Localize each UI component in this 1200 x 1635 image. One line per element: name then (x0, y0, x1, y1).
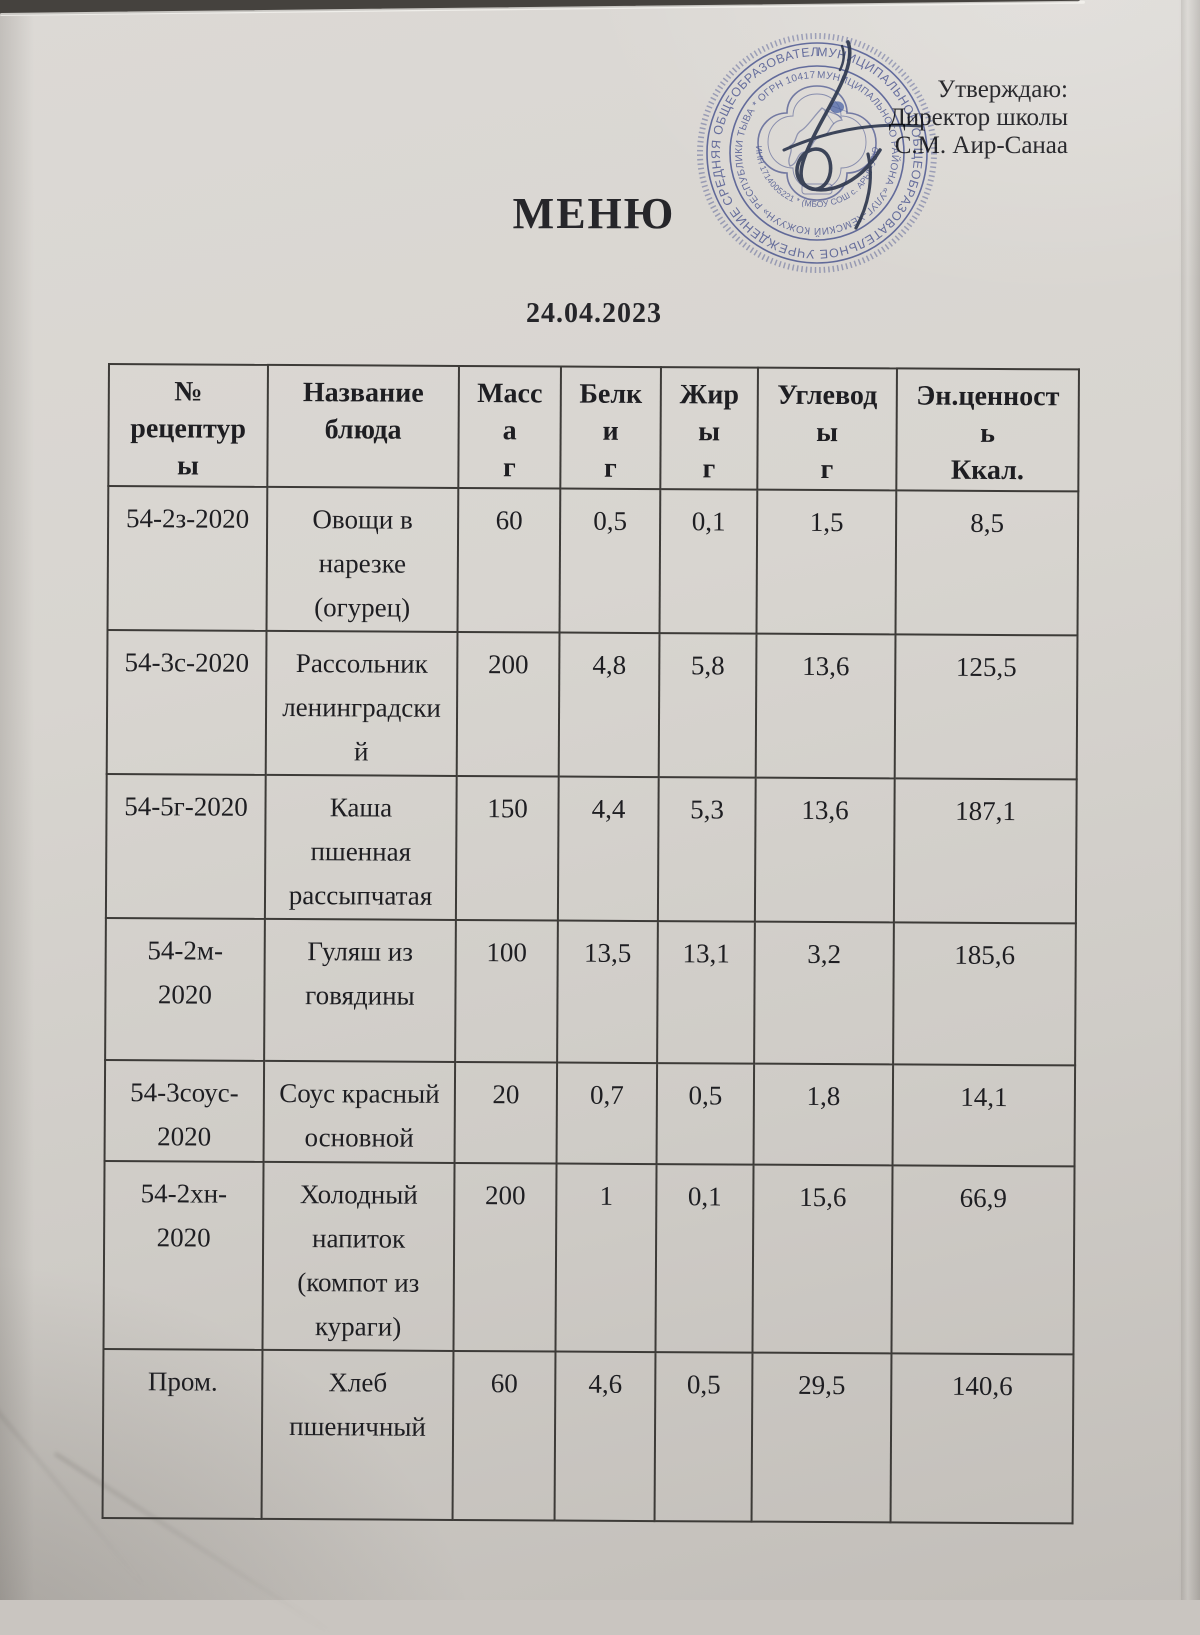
table-body: 54-2з-2020 Овощи в нарезке (огурец) 60 0,5 0… (102, 486, 1079, 1524)
menu-table: № рецептур ы Название блюда Масс а г Белк и… (102, 363, 1080, 1524)
table-cell: 60 (457, 487, 561, 633)
table-cell: 29,5 (751, 1352, 892, 1523)
table-cell: 200 (456, 631, 560, 777)
stamp-middle-ring (729, 65, 905, 241)
table-cell: 15,6 (752, 1164, 893, 1354)
table-cell: 5,3 (657, 777, 756, 922)
table-cell: 54-3с-2020 (106, 630, 267, 775)
header-cell: Эн.ценност ь Ккал. (896, 368, 1079, 492)
header-cell: Жир ы г (660, 367, 758, 490)
table-cell: Холодный напиток (компот из кураги) (262, 1161, 455, 1351)
table-cell: 13,6 (754, 777, 895, 923)
table-cell: 20 (454, 1061, 558, 1164)
table-cell: Рассольник ленинградски й (265, 630, 458, 776)
stamp-inner-text: ИНН 1714005221 * (МБОУ СОШ с. АРЫГ-УЗЮНС… (672, 8, 880, 209)
table-cell: 185,6 (893, 922, 1076, 1066)
round-seal-icon: МУНИЦИПАЛЬНОЕ ОБЩЕОБРАЗОВАТЕЛЬНОЕ УЧРЕЖД… (672, 8, 937, 273)
table-cell: 54-2хн- 2020 (103, 1160, 264, 1350)
table-row: 54-5г-2020 Каша пшенная рассыпчатая 150 4,4… (105, 773, 1077, 924)
header-cell: Белк и г (560, 366, 661, 490)
table-cell: Каша пшенная рассыпчатая (264, 774, 457, 920)
table-cell: 54-2м- 2020 (105, 917, 265, 1061)
stamp-map-drawing (788, 101, 849, 195)
table-header-row: № рецептур ы Название блюда Масс а г Белк и… (108, 364, 1079, 492)
paper-background (0, 0, 1200, 1600)
approval-line-1: Утверждаю: (937, 76, 1068, 103)
table-cell: Пром. (102, 1348, 263, 1519)
table-cell: 200 (453, 1162, 557, 1352)
table-cell: Соус красный основной (263, 1060, 456, 1163)
table-cell: 125,5 (894, 634, 1078, 780)
table-cell: 60 (452, 1350, 556, 1521)
approval-line-3: С.М. Аир-Санаа (894, 132, 1068, 159)
table-row: 54-3с-2020 Рассольник ленинградски й 200 4,… (106, 630, 1078, 780)
table-cell: 0,5 (656, 1063, 755, 1165)
table-cell: 100 (455, 919, 558, 1063)
stamp-stippled-border (697, 33, 937, 273)
table-cell: 8,5 (895, 490, 1079, 636)
table-row: 54-3соус- 2020 Соус красный основной 20 0,7… (104, 1059, 1076, 1167)
table-cell: 14,1 (892, 1064, 1076, 1167)
table-cell: 1,8 (753, 1063, 894, 1166)
table-cell: 4,6 (554, 1351, 656, 1522)
header-cell: № рецептур ы (108, 364, 268, 487)
table-cell: 1 (555, 1163, 657, 1353)
stamp-outer-ring (706, 42, 928, 264)
table-cell: 187,1 (893, 778, 1077, 924)
svg-text:ИНН 1714005221 * (МБОУ СОШ с.: ИНН 1714005221 * (МБОУ СОШ с. АРЫГ-УЗЮНС… (672, 8, 880, 209)
page-title: МЕНЮ (512, 189, 676, 238)
table-cell: 13,6 (755, 633, 896, 779)
header-cell: Углевод ы г (757, 367, 897, 491)
table-cell: Гуляш из говядины (264, 918, 456, 1062)
table-cell: 0,1 (655, 1164, 754, 1353)
table-cell: 0,1 (659, 489, 758, 634)
table-cell: 13,1 (657, 921, 755, 1064)
table-cell: 4,8 (558, 632, 660, 778)
table-cell: 140,6 (890, 1353, 1074, 1524)
menu-date: 24.04.2023 (526, 298, 662, 329)
table-cell: 1,5 (756, 489, 897, 635)
table-cell: 54-3соус- 2020 (104, 1059, 265, 1162)
header-cell: Масс а г (458, 365, 561, 489)
table-cell: 0,5 (654, 1352, 753, 1522)
table-cell: Овощи в нарезке (огурец) (266, 486, 459, 632)
table-cell: 54-2з-2020 (107, 486, 268, 631)
table-head: № рецептур ы Название блюда Масс а г Белк и… (108, 364, 1079, 492)
table-row: Пром. Хлеб пшеничный 60 4,6 0,5 29,5 140,6 (102, 1348, 1074, 1524)
table-row: 54-2з-2020 Овощи в нарезке (огурец) 60 0,5 0… (107, 486, 1079, 636)
table-cell: 66,9 (891, 1165, 1075, 1355)
table-row: 54-2хн- 2020 Холодный напиток (компот из … (103, 1160, 1075, 1355)
table-cell: 150 (455, 775, 559, 921)
signature (782, 40, 922, 230)
table-cell: 5,8 (658, 633, 757, 778)
school-seal-stamp: МУНИЦИПАЛЬНОЕ ОБЩЕОБРАЗОВАТЕЛЬНОЕ УЧРЕЖД… (672, 8, 962, 298)
paper-right-fold (1181, 0, 1200, 1600)
table-cell: 4,4 (557, 776, 659, 922)
table-cell: 0,5 (559, 488, 661, 634)
table-cell: 13,5 (557, 920, 658, 1064)
table-row: 54-2м- 2020 Гуляш из говядины 100 13,5 13,1 3… (105, 917, 1076, 1066)
header-cell: Название блюда (267, 364, 459, 488)
table-cell: 54-5г-2020 (105, 773, 266, 919)
table-cell: 3,2 (754, 921, 894, 1065)
table-cell: 0,7 (556, 1062, 658, 1165)
table-cell: Хлеб пшеничный (261, 1349, 454, 1520)
